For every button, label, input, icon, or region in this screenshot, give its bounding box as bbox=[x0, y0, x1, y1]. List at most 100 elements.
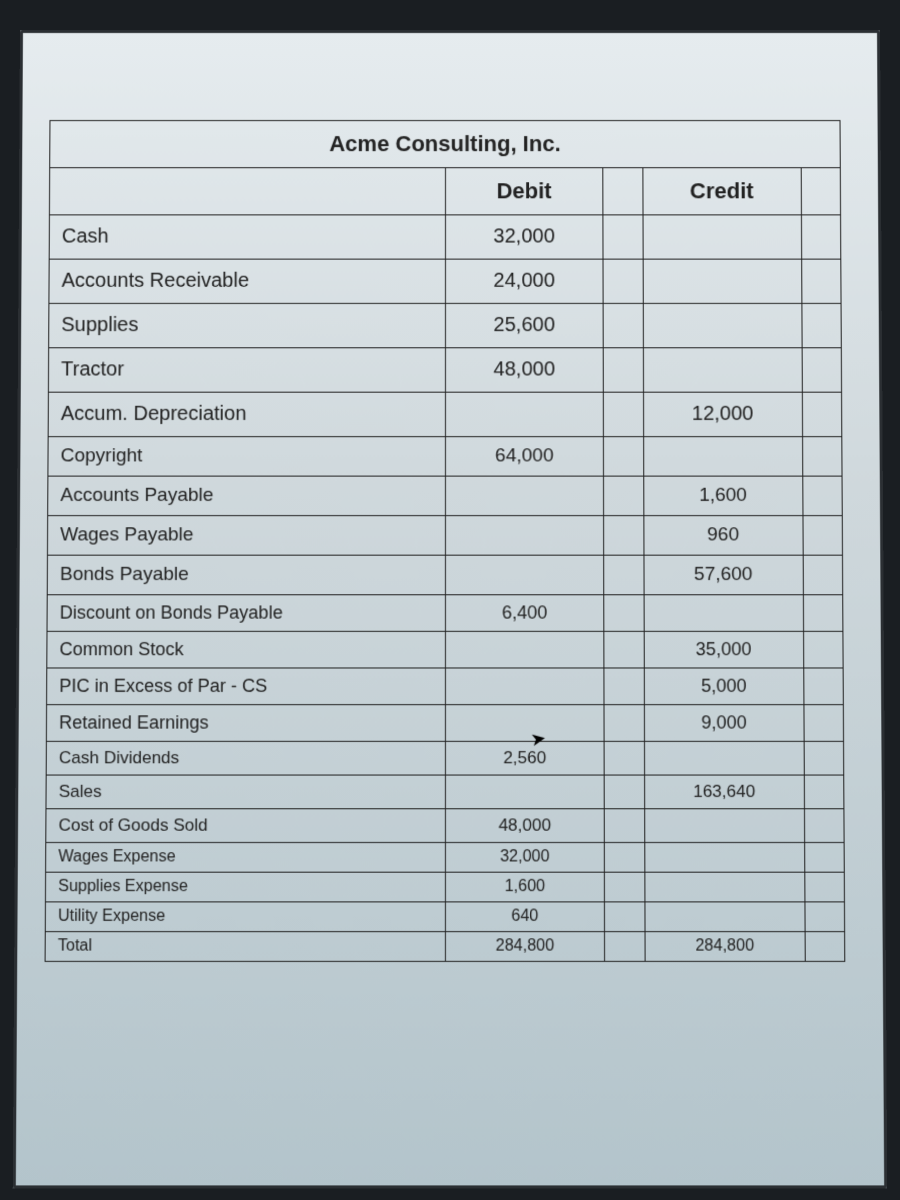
table-row: Utility Expense640 bbox=[45, 902, 844, 932]
credit-cell bbox=[644, 595, 803, 632]
debit-cell bbox=[445, 392, 604, 436]
table-row: Accounts Payable 1,600 bbox=[48, 476, 843, 516]
gap-cell bbox=[604, 437, 644, 476]
credit-cell bbox=[643, 437, 802, 476]
table-row: Accum. Depreciation12,000 bbox=[48, 392, 842, 436]
gap-cell bbox=[804, 775, 844, 809]
gap-cell bbox=[803, 668, 843, 705]
account-cell: PIC in Excess of Par - CS bbox=[47, 668, 445, 705]
debit-cell bbox=[445, 516, 604, 556]
debit-cell: 1,600 bbox=[445, 872, 605, 902]
credit-cell bbox=[645, 843, 805, 873]
gap-cell bbox=[801, 303, 841, 347]
table-row: Copyright64,000 bbox=[48, 437, 842, 476]
trial-balance-body: Cash32,000Accounts Receivable24,000Suppl… bbox=[45, 215, 845, 962]
credit-cell: 960 bbox=[644, 516, 803, 556]
debit-cell: 284,800 bbox=[445, 932, 605, 962]
credit-cell bbox=[643, 215, 801, 259]
account-cell: Cost of Goods Sold bbox=[46, 809, 445, 843]
account-cell: Retained Earnings bbox=[46, 705, 445, 742]
gap-cell bbox=[801, 215, 841, 259]
account-cell: Bonds Payable bbox=[47, 555, 445, 595]
credit-header: Credit bbox=[643, 168, 801, 215]
gap-cell bbox=[801, 259, 841, 303]
debit-cell: 6,400 bbox=[445, 595, 604, 632]
gap-cell bbox=[604, 555, 644, 595]
credit-cell: 12,000 bbox=[643, 392, 802, 436]
account-cell: Cash bbox=[49, 215, 445, 259]
credit-cell bbox=[643, 259, 802, 303]
debit-cell bbox=[445, 476, 604, 516]
account-cell: Tractor bbox=[48, 348, 445, 392]
credit-cell bbox=[644, 809, 804, 843]
credit-cell: 1,600 bbox=[643, 476, 802, 516]
gap-cell bbox=[604, 595, 644, 632]
debit-cell bbox=[445, 775, 605, 809]
gap-cell bbox=[804, 843, 844, 873]
debit-cell bbox=[445, 668, 604, 705]
account-cell: Supplies Expense bbox=[45, 872, 445, 902]
table-row: Supplies25,600 bbox=[49, 303, 842, 347]
credit-cell: 5,000 bbox=[644, 668, 803, 705]
gap-cell bbox=[803, 631, 843, 668]
table-row: Wages Payable960 bbox=[47, 516, 842, 556]
gap-cell bbox=[603, 259, 643, 303]
debit-cell: 640 bbox=[445, 902, 605, 932]
table-row: Cash Dividends2,560 bbox=[46, 741, 844, 775]
gap-cell bbox=[804, 741, 844, 775]
table-row: Common Stock35,000 bbox=[47, 631, 843, 668]
account-cell: Wages Expense bbox=[46, 843, 445, 873]
credit-cell bbox=[643, 348, 802, 392]
gap-cell bbox=[605, 872, 645, 902]
gap-cell bbox=[604, 775, 644, 809]
account-cell: Total bbox=[45, 932, 445, 962]
gap-cell bbox=[604, 476, 644, 516]
gap-cell bbox=[804, 902, 844, 932]
gap-cell bbox=[804, 809, 844, 843]
credit-cell bbox=[644, 741, 804, 775]
gap-cell bbox=[605, 843, 645, 873]
gap-cell bbox=[803, 516, 843, 556]
credit-cell: 9,000 bbox=[644, 705, 804, 742]
gap-cell bbox=[605, 809, 645, 843]
account-cell: Accounts Payable bbox=[48, 476, 445, 516]
gap-cell bbox=[803, 555, 843, 595]
gap-cell bbox=[604, 741, 644, 775]
gap-cell bbox=[604, 705, 644, 742]
gap-cell bbox=[604, 668, 644, 705]
debit-cell: 64,000 bbox=[445, 437, 604, 476]
debit-cell: 32,000 bbox=[445, 843, 605, 873]
debit-cell: 25,600 bbox=[445, 303, 604, 347]
credit-cell bbox=[645, 902, 805, 932]
account-cell: Sales bbox=[46, 775, 445, 809]
company-title: Acme Consulting, Inc. bbox=[50, 121, 841, 168]
title-row: Acme Consulting, Inc. bbox=[50, 121, 841, 168]
table-row: Cash32,000 bbox=[49, 215, 841, 259]
table-row: Accounts Receivable24,000 bbox=[49, 259, 841, 303]
table-row: Supplies Expense1,600 bbox=[45, 872, 844, 902]
credit-cell bbox=[645, 872, 805, 902]
document-page: Acme Consulting, Inc. Debit Credit Cash3… bbox=[13, 30, 887, 1189]
table-row: Wages Expense32,000 bbox=[46, 843, 845, 873]
account-header bbox=[49, 168, 445, 215]
table-row: Sales 163,640 bbox=[46, 775, 844, 809]
gap-cell bbox=[603, 215, 643, 259]
debit-cell bbox=[445, 555, 604, 595]
gap-cell bbox=[805, 932, 845, 962]
credit-cell bbox=[643, 303, 802, 347]
gap-cell bbox=[803, 595, 843, 632]
debit-header: Debit bbox=[445, 168, 603, 215]
gap-cell bbox=[604, 392, 644, 436]
account-cell: Utility Expense bbox=[45, 902, 445, 932]
gap-cell bbox=[604, 631, 644, 668]
debit-cell: 48,000 bbox=[445, 348, 604, 392]
credit-cell: 163,640 bbox=[644, 775, 804, 809]
table-row: Total284,800284,800 bbox=[45, 932, 845, 962]
debit-cell: 24,000 bbox=[445, 259, 603, 303]
gap-header-2 bbox=[801, 168, 841, 215]
account-cell: Cash Dividends bbox=[46, 741, 445, 775]
debit-cell: 32,000 bbox=[445, 215, 603, 259]
table-row: Cost of Goods Sold48,000 bbox=[46, 809, 844, 843]
table-row: Discount on Bonds Payable6,400 bbox=[47, 595, 843, 632]
account-cell: Copyright bbox=[48, 437, 445, 476]
